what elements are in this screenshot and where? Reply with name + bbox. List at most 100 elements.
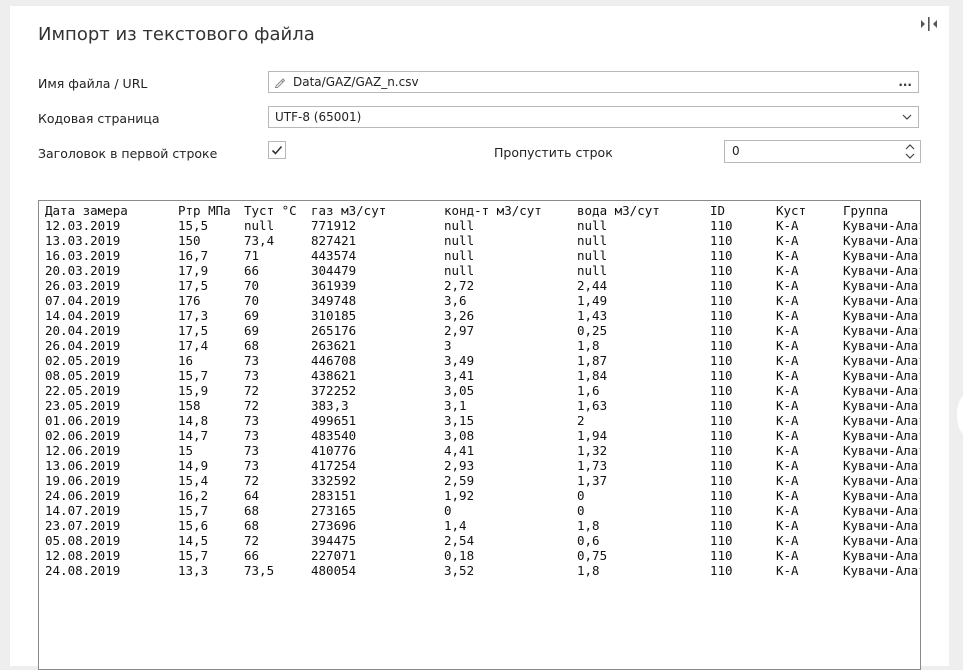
preview-cell: null [577, 248, 608, 263]
preview-cell: 827421 [311, 233, 357, 248]
preview-cell: 310185 [311, 308, 357, 323]
preview-cell: 26.04.2019 [45, 338, 121, 353]
preview-cell: 110 [710, 428, 733, 443]
preview-cell: 12.08.2019 [45, 548, 121, 563]
preview-cell: 110 [710, 218, 733, 233]
header-label: Заголовок в первой строке [38, 146, 218, 161]
preview-cell: 13.03.2019 [45, 233, 121, 248]
preview-cell: Кувачи-Алат [843, 248, 921, 263]
preview-cell: 14,5 [178, 533, 209, 548]
preview-cell: 15,7 [178, 368, 209, 383]
preview-cell: 16,7 [178, 248, 209, 263]
preview-cell: К-А [776, 353, 799, 368]
preview-cell: 3,52 [444, 563, 475, 578]
preview-cell: 410776 [311, 443, 357, 458]
preview-cell: 394475 [311, 533, 357, 548]
encoding-select[interactable]: UTF-8 (65001) [268, 106, 919, 128]
preview-cell: 158 [178, 398, 201, 413]
preview-header-cell: газ м3/сут [311, 203, 387, 218]
preview-header-cell: Дата замера [45, 203, 128, 218]
file-input[interactable]: Data/GAZ/GAZ_n.csv ... [268, 71, 919, 93]
header-checkbox[interactable] [268, 141, 286, 159]
preview-cell: Кувачи-Алат [843, 533, 921, 548]
preview-cell: 26.03.2019 [45, 278, 121, 293]
preview-cell: 110 [710, 308, 733, 323]
preview-cell: 2,93 [444, 458, 475, 473]
preview-cell: 480054 [311, 563, 357, 578]
preview-cell: 16 [178, 353, 194, 368]
preview-cell: 12.06.2019 [45, 443, 121, 458]
preview-cell: 68 [244, 338, 260, 353]
file-pen-icon [274, 78, 286, 88]
preview-cell: 110 [710, 518, 733, 533]
preview-cell: К-А [776, 263, 799, 278]
preview-cell: 73,4 [244, 233, 275, 248]
preview-cell: К-А [776, 518, 799, 533]
preview-cell: Кувачи-Алат [843, 503, 921, 518]
preview-cell: 1,6 [577, 383, 600, 398]
preview-cell: Кувачи-Алат [843, 413, 921, 428]
preview-cell: К-А [776, 413, 799, 428]
preview-cell: 273165 [311, 503, 357, 518]
preview-cell: 24.08.2019 [45, 563, 121, 578]
skip-rows-spinbox[interactable]: 0 [724, 140, 921, 163]
preview-cell: 438621 [311, 368, 357, 383]
preview-cell: 0 [577, 503, 585, 518]
spin-arrows-icon[interactable] [904, 143, 916, 160]
preview-cell: 02.05.2019 [45, 353, 121, 368]
browse-button[interactable]: ... [898, 75, 912, 89]
preview-cell: 14.04.2019 [45, 308, 121, 323]
collapse-panel-icon[interactable] [919, 15, 939, 33]
preview-header-cell: Группа [843, 203, 889, 218]
preview-cell: null [444, 233, 475, 248]
preview-cell: 05.08.2019 [45, 533, 121, 548]
preview-cell: 2,44 [577, 278, 608, 293]
preview-cell: 23.07.2019 [45, 518, 121, 533]
preview-cell: 263621 [311, 338, 357, 353]
preview-cell: 0 [577, 488, 585, 503]
preview-cell: 14,8 [178, 413, 209, 428]
side-handle[interactable] [957, 395, 963, 435]
preview-cell: Кувачи-Алат [843, 293, 921, 308]
preview-cell: К-А [776, 473, 799, 488]
preview-cell: 02.06.2019 [45, 428, 121, 443]
data-preview-table[interactable]: Дата замера Ртр МПа Туст °С газ м3/сут конд-… [38, 200, 921, 670]
dialog-title: Импорт из текстового файла [38, 24, 315, 45]
preview-cell: 72 [244, 398, 260, 413]
preview-cell: 0,25 [577, 323, 608, 338]
preview-cell: 110 [710, 248, 733, 263]
preview-cell: 16,2 [178, 488, 209, 503]
preview-cell: 15,9 [178, 383, 209, 398]
preview-cell: 443574 [311, 248, 357, 263]
preview-cell: 304479 [311, 263, 357, 278]
preview-header-cell: Ртр МПа [178, 203, 231, 218]
preview-cell: 70 [244, 278, 260, 293]
preview-cell: 446708 [311, 353, 357, 368]
preview-cell: 110 [710, 533, 733, 548]
preview-cell: 110 [710, 548, 733, 563]
preview-cell: 110 [710, 368, 733, 383]
preview-cell: 3,49 [444, 353, 475, 368]
preview-cell: 499651 [311, 413, 357, 428]
preview-cell: Кувачи-Алат [843, 338, 921, 353]
preview-cell: 110 [710, 353, 733, 368]
preview-cell: 0,18 [444, 548, 475, 563]
preview-header-cell: Туст °С [244, 203, 297, 218]
preview-cell: 110 [710, 338, 733, 353]
preview-cell: Кувачи-Алат [843, 548, 921, 563]
preview-cell: 24.06.2019 [45, 488, 121, 503]
preview-cell: 1,92 [444, 488, 475, 503]
preview-cell: 66 [244, 263, 260, 278]
preview-cell: 73 [244, 368, 260, 383]
preview-cell: 3 [444, 338, 452, 353]
preview-cell: null [577, 233, 608, 248]
preview-cell: 72 [244, 533, 260, 548]
preview-cell: 70 [244, 293, 260, 308]
preview-cell: К-А [776, 293, 799, 308]
preview-cell: Кувачи-Алат [843, 278, 921, 293]
preview-cell: К-А [776, 563, 799, 578]
preview-cell: 3,05 [444, 383, 475, 398]
preview-cell: 1,87 [577, 353, 608, 368]
preview-cell: К-А [776, 338, 799, 353]
preview-cell: 110 [710, 278, 733, 293]
